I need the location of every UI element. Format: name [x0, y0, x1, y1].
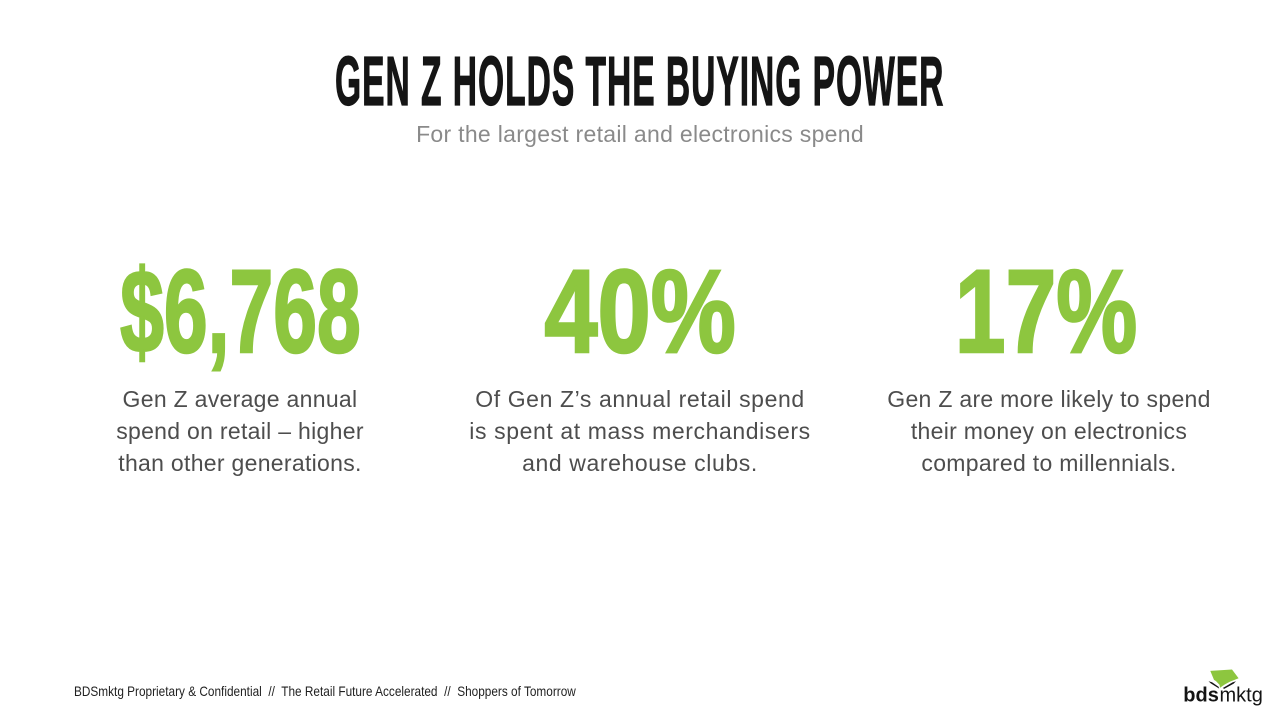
svg-text:mktg: mktg — [1220, 685, 1263, 707]
svg-text:bds: bds — [1183, 685, 1219, 707]
